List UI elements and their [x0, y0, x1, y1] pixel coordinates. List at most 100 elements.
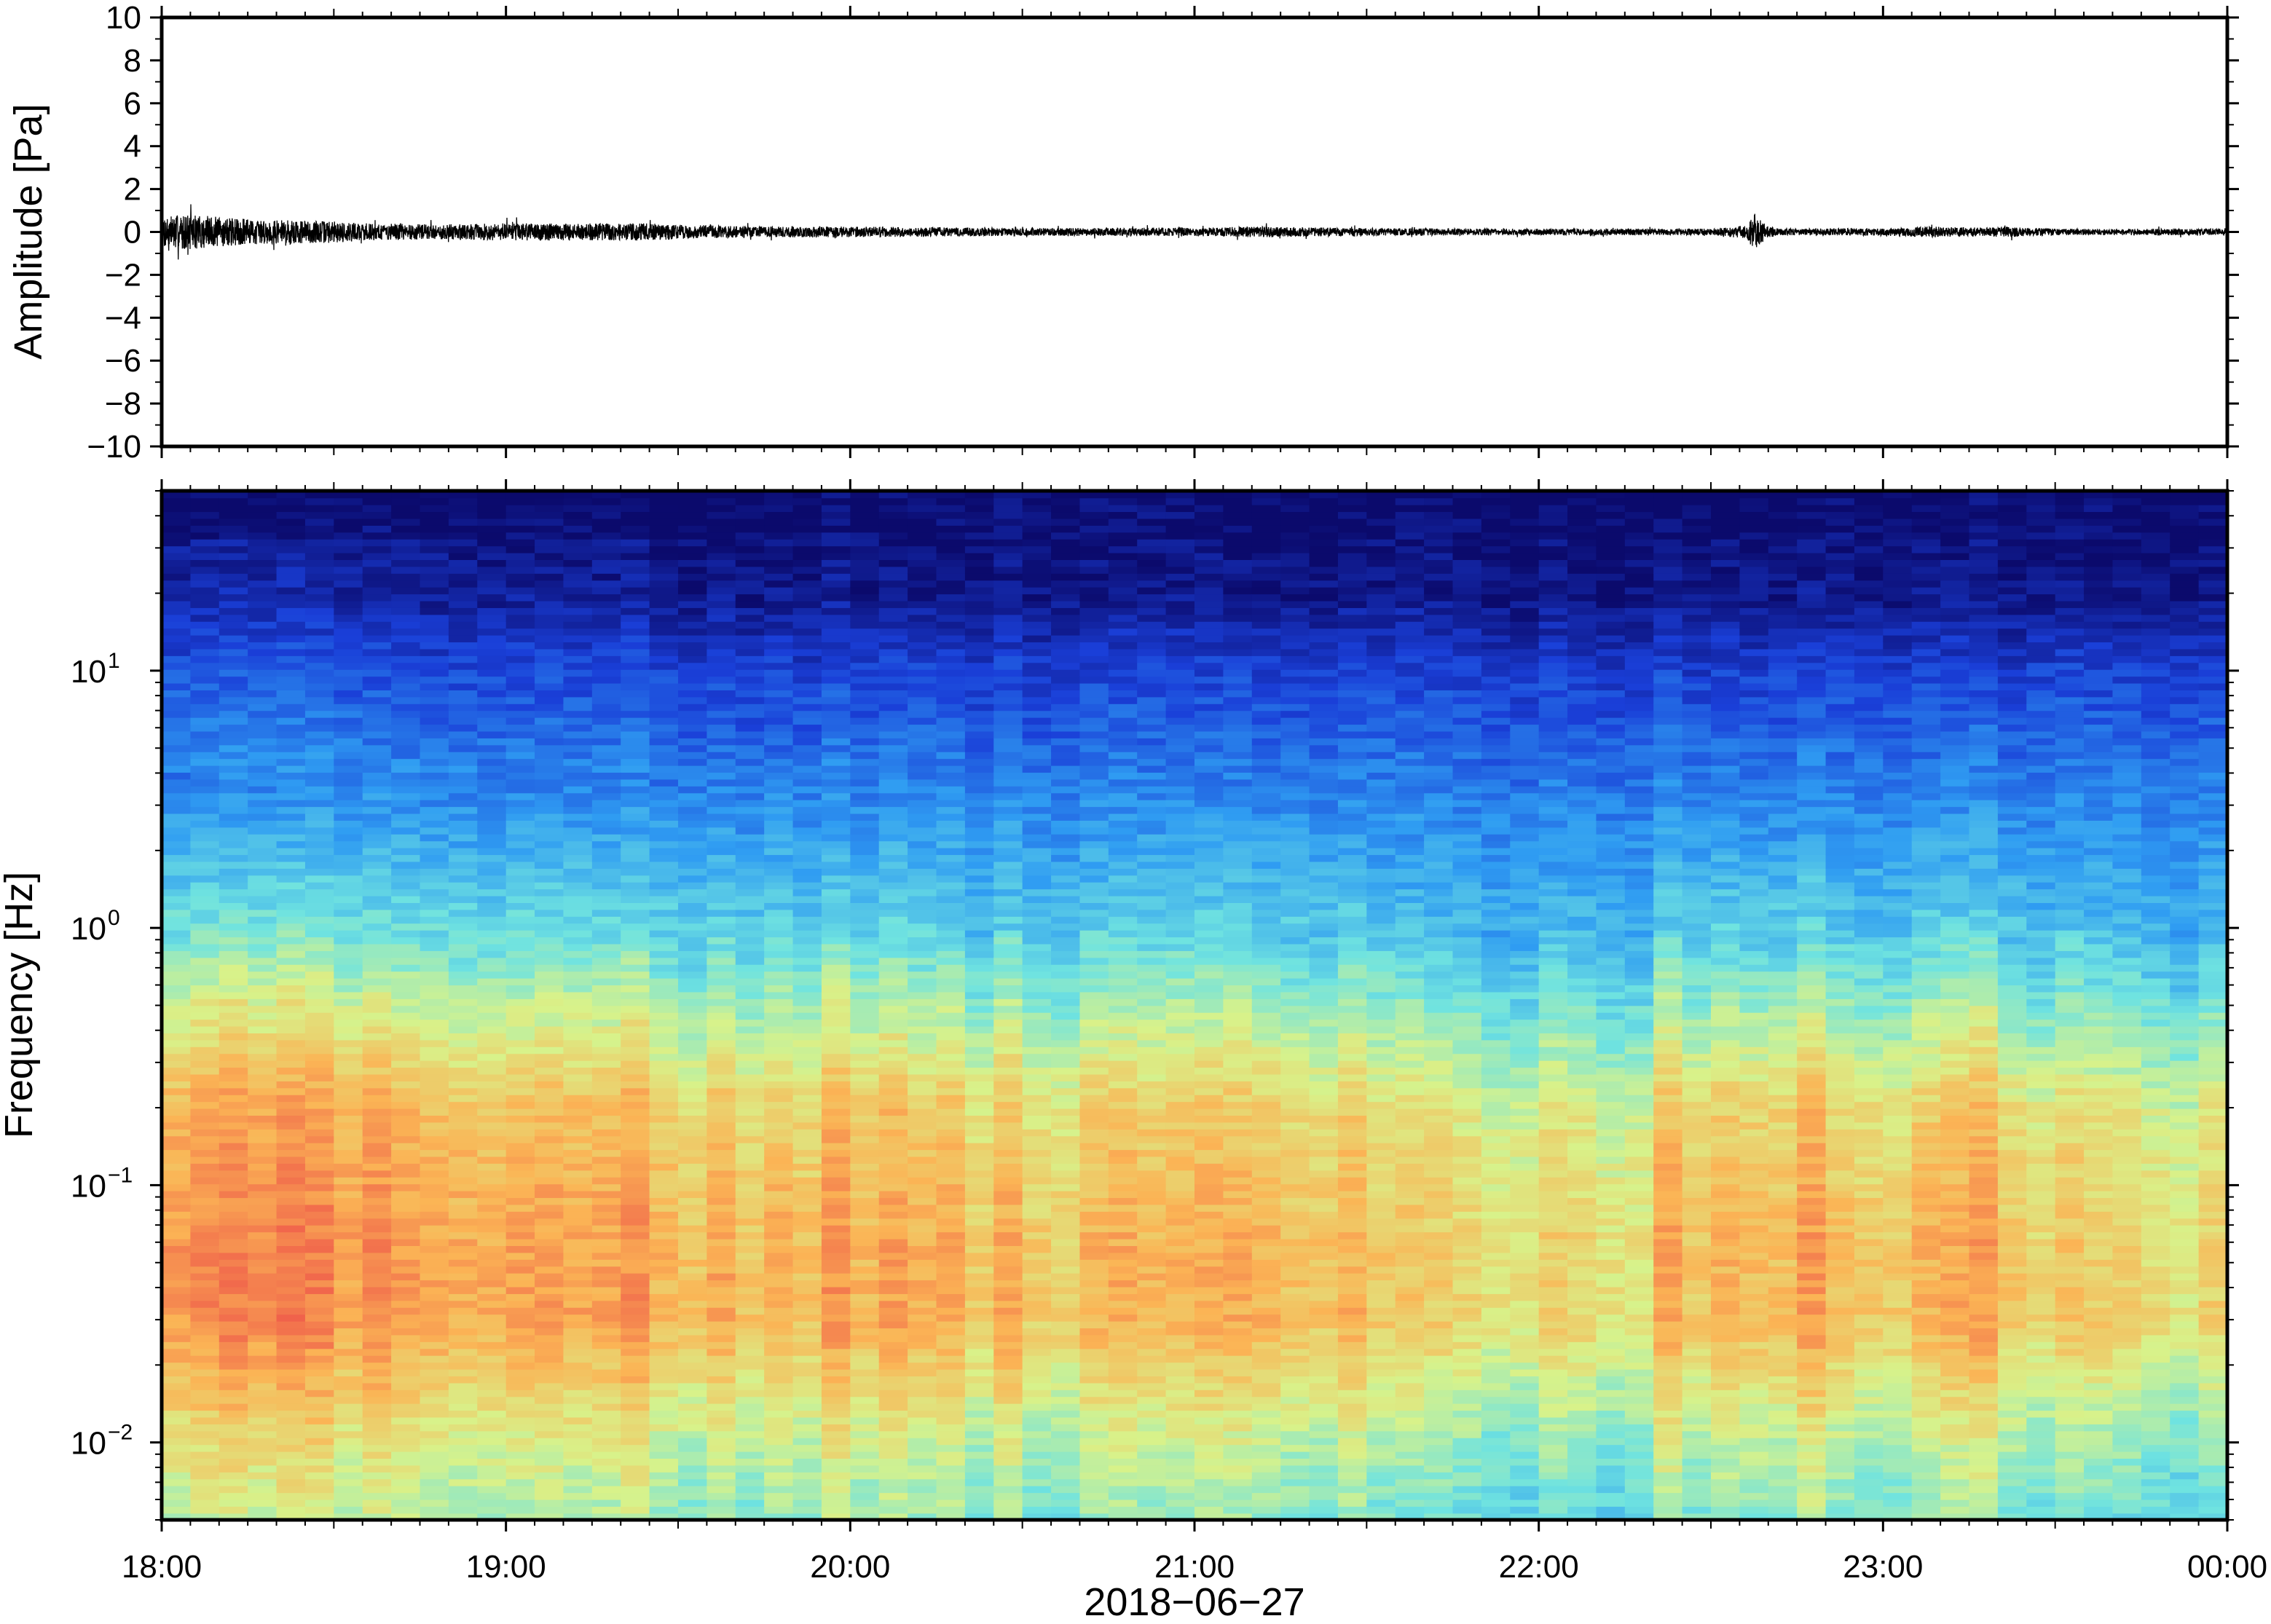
spectrogram-cell	[878, 827, 908, 835]
waveform-y-tick-label: 6	[124, 86, 141, 122]
spectrogram-cell	[190, 813, 220, 821]
spectrogram-cell	[420, 1101, 449, 1109]
spectrogram-cell	[391, 497, 421, 505]
spectrogram-cell	[821, 669, 851, 677]
spectrogram-cell	[362, 1019, 392, 1027]
spectrogram-cell	[362, 662, 392, 670]
spectrogram-cell	[878, 1177, 908, 1185]
spectrogram-cell	[304, 744, 335, 752]
spectrogram-cell	[334, 1019, 363, 1027]
spectrogram-cell	[649, 600, 679, 608]
spectrogram-cell	[878, 1073, 908, 1081]
spectrogram-cell	[505, 628, 535, 636]
spectrogram-cell	[304, 1149, 335, 1157]
spectrogram-cell	[649, 1073, 679, 1081]
spectrogram-cell	[162, 923, 192, 931]
spectrogram-cell	[535, 525, 564, 533]
spectrogram-cell	[563, 518, 593, 526]
spectrogram-cell	[707, 1122, 736, 1130]
spectrogram-cell	[505, 1396, 535, 1404]
spectrogram-cell	[563, 820, 593, 828]
spectrogram-cell	[850, 594, 880, 602]
spectrogram-cell	[420, 998, 449, 1006]
spectrogram-cell	[964, 1478, 995, 1486]
spectrogram-cell	[362, 1314, 392, 1322]
spectrogram-cell	[477, 696, 507, 704]
spectrogram-cell	[821, 586, 851, 595]
spectrogram-cell	[993, 1218, 1023, 1226]
spectrogram-cell	[908, 1204, 937, 1212]
spectrogram-cell	[248, 1499, 278, 1507]
spectrogram-cell	[621, 1087, 650, 1095]
spectrogram-cell	[304, 1238, 335, 1246]
spectrogram-cell	[850, 888, 880, 896]
spectrogram-cell	[993, 1320, 1023, 1329]
spectrogram-cell	[535, 518, 564, 526]
spectrogram-cell	[190, 690, 220, 698]
spectrogram-cell	[707, 1306, 736, 1315]
spectrogram-cell	[248, 937, 278, 945]
spectrogram-cell	[621, 1396, 650, 1404]
spectrogram-cell	[535, 1430, 564, 1438]
spectrogram-cell	[908, 1362, 937, 1370]
spectrogram-cell	[649, 497, 679, 505]
spectrogram-cell	[276, 1416, 306, 1424]
spectrogram-cell	[391, 1492, 421, 1500]
spectrogram-cell	[334, 1033, 363, 1041]
spectrogram-cell	[334, 923, 363, 931]
spectrogram-cell	[707, 1163, 736, 1171]
spectrogram-cell	[764, 1444, 794, 1452]
spectrogram-cell	[993, 847, 1023, 856]
spectrogram-cell	[993, 1328, 1023, 1336]
spectrogram-cell	[964, 1390, 995, 1398]
spectrogram-cell	[362, 614, 392, 622]
spectrogram-cell	[334, 943, 363, 951]
spectrogram-cell	[505, 648, 535, 656]
spectrogram-cell	[792, 758, 822, 766]
spectrogram-cell	[248, 628, 278, 636]
spectrogram-cell	[563, 1190, 593, 1199]
spectrogram-cell	[649, 813, 679, 821]
spectrogram-cell	[334, 786, 363, 794]
spectrogram-cell	[1022, 929, 1052, 938]
spectrogram-cell	[792, 1053, 822, 1061]
spectrogram-cell	[908, 738, 937, 746]
spectrogram-cell	[908, 648, 937, 656]
spectrogram-cell	[850, 580, 880, 588]
spectrogram-cell	[448, 655, 479, 663]
spectrogram-cell	[1051, 1025, 1081, 1033]
spectrogram-cell	[1022, 1266, 1052, 1274]
spectrogram-cell	[764, 1067, 794, 1075]
spectrogram-cell	[1022, 538, 1052, 547]
spectrogram-cell	[535, 1513, 564, 1521]
spectrogram-cell	[477, 929, 507, 938]
spectrogram-cell	[334, 1218, 363, 1226]
spectrogram-cell	[936, 620, 966, 629]
spectrogram-cell	[850, 1005, 880, 1013]
spectrogram-cell	[850, 696, 880, 704]
spectrogram-cell	[505, 1506, 535, 1514]
spectrogram-cell	[362, 998, 392, 1006]
spectrogram-cell	[964, 1314, 995, 1322]
spectrogram-cell	[964, 1073, 995, 1081]
spectrogram-cell	[850, 1465, 880, 1473]
spectrogram-cell	[477, 786, 507, 794]
spectrogram-cell	[276, 1108, 306, 1116]
spectrogram-cell	[219, 1485, 248, 1494]
spectrogram-cell	[477, 985, 507, 993]
spectrogram-cell	[420, 648, 449, 656]
spectrogram-cell	[362, 1177, 392, 1185]
spectrogram-cell	[678, 738, 708, 746]
spectrogram-cell	[707, 881, 736, 890]
spectrogram-cell	[535, 786, 564, 794]
spectrogram-cell	[850, 1334, 880, 1342]
spectrogram-cell	[162, 1451, 192, 1459]
spectrogram-cell	[563, 690, 593, 698]
spectrogram-cell	[448, 1306, 479, 1315]
spectrogram-cell	[591, 1135, 622, 1143]
spectrogram-cell	[276, 690, 306, 698]
spectrogram-cell	[649, 1046, 679, 1055]
spectrogram-cell	[448, 820, 479, 828]
spectrogram-cell	[993, 1108, 1023, 1116]
spectrogram-cell	[162, 634, 192, 643]
